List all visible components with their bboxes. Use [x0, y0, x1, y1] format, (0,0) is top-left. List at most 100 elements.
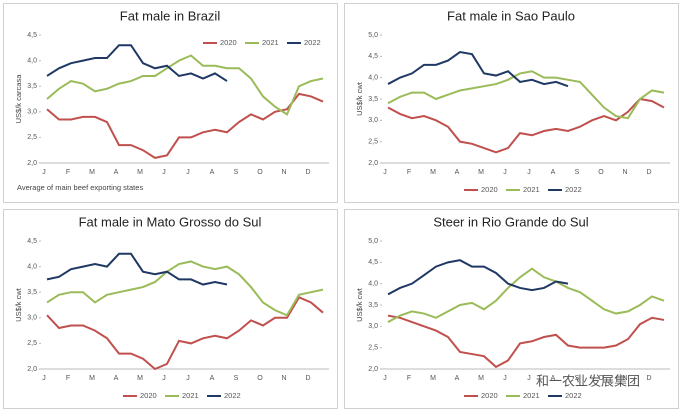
x-tick-label: A — [114, 375, 119, 382]
y-axis-label: US$/k cwt — [355, 287, 364, 322]
legend-label: 2020 — [140, 391, 157, 400]
legend-label: 2020 — [220, 38, 237, 47]
legend-label: 2021 — [182, 391, 199, 400]
y-tick-label: 2,0 — [27, 160, 37, 167]
y-tick-label: 4,0 — [368, 75, 378, 82]
y-axis-label: US$/k cwt — [355, 81, 364, 116]
line-series — [387, 259, 569, 296]
x-tick-label: A — [551, 375, 556, 382]
x-tick-label: J — [527, 375, 531, 382]
y-tick-label: 2,0 — [368, 160, 378, 167]
x-tick-label: M — [430, 169, 436, 176]
line-series — [387, 97, 665, 154]
legend-label: 2021 — [523, 391, 540, 400]
line-series — [46, 252, 228, 286]
y-tick-label: 3,5 — [368, 96, 378, 103]
x-tick-label: J — [527, 169, 531, 176]
legend-label: 2022 — [565, 185, 582, 194]
x-tick-label: F — [407, 375, 411, 382]
x-tick-label: J — [162, 169, 166, 176]
x-tick-label: J — [162, 375, 166, 382]
panel-border — [344, 3, 679, 203]
line-series — [46, 44, 228, 82]
y-axis-label: US$/k cwt — [14, 287, 23, 322]
panel: Steer in Rio Grande do Sul US$/k cwt 2,0 2,… — [344, 209, 679, 409]
y-tick-label: 3,0 — [27, 315, 37, 322]
line-series — [387, 51, 569, 88]
y-tick-label: 4,5 — [368, 259, 378, 266]
legend-label: 2021 — [523, 185, 540, 194]
x-tick-label: D — [305, 169, 310, 176]
line-series — [46, 296, 324, 371]
x-tick-label: A — [210, 169, 215, 176]
x-tick-label: S — [575, 169, 580, 176]
panel: Fat male in Sao Paulo US$/k cwt 2,0 2,5 3,0 3… — [344, 3, 679, 203]
x-tick-label: O — [257, 375, 263, 382]
x-tick-label: J — [186, 169, 190, 176]
x-tick-label: S — [234, 375, 239, 382]
panel-border — [3, 3, 338, 203]
chart-title: Fat male in Sao Paulo — [447, 8, 575, 23]
x-tick-label: J — [383, 169, 387, 176]
x-tick-label: O — [257, 169, 263, 176]
x-tick-label: N — [281, 375, 286, 382]
y-tick-label: 5,0 — [368, 238, 378, 245]
x-tick-label: M — [478, 375, 484, 382]
y-tick-label: 4,0 — [368, 281, 378, 288]
x-tick-label: N — [281, 169, 286, 176]
x-tick-label: M — [137, 375, 143, 382]
line-series — [46, 260, 324, 317]
y-tick-label: 2,5 — [368, 139, 378, 146]
line-series — [387, 267, 665, 323]
x-tick-label: J — [42, 169, 46, 176]
y-tick-label: 5,0 — [368, 32, 378, 39]
chart-title: Steer in Rio Grande do Sul — [433, 214, 588, 229]
y-tick-label: 4,5 — [368, 53, 378, 60]
line-series — [387, 70, 665, 120]
y-tick-label: 2,5 — [27, 340, 37, 347]
y-tick-label: 3,5 — [368, 302, 378, 309]
panel-border — [3, 209, 338, 409]
y-tick-label: 3,0 — [368, 117, 378, 124]
chart-title: Fat male in Mato Grosso do Sul — [79, 214, 262, 229]
legend-label: 2020 — [481, 185, 498, 194]
x-tick-label: M — [89, 375, 95, 382]
x-tick-label: S — [234, 169, 239, 176]
y-axis-label: US$/k carcasa — [14, 74, 23, 124]
x-tick-label: O — [598, 375, 604, 382]
x-tick-label: J — [383, 375, 387, 382]
y-tick-label: 4,0 — [27, 57, 37, 64]
panel: Fat male in Brazil US$/k carcasa 2,0 2,5 3,0… — [3, 3, 338, 203]
x-tick-label: J — [186, 375, 190, 382]
line-series — [387, 314, 665, 369]
line-series — [46, 54, 324, 116]
legend-label: 2020 — [481, 391, 498, 400]
x-tick-label: D — [646, 169, 651, 176]
legend-label: 2022 — [304, 38, 321, 47]
y-tick-label: 4,5 — [27, 32, 37, 39]
x-tick-label: J — [503, 375, 507, 382]
legend-label: 2022 — [565, 391, 582, 400]
x-tick-label: A — [455, 375, 460, 382]
y-tick-label: 3,5 — [27, 83, 37, 90]
x-tick-label: J — [42, 375, 46, 382]
y-tick-label: 2,0 — [27, 366, 37, 373]
x-tick-label: F — [66, 375, 70, 382]
y-tick-label: 2,5 — [368, 345, 378, 352]
x-tick-label: F — [66, 169, 70, 176]
y-tick-label: 2,5 — [27, 134, 37, 141]
x-tick-label: N — [622, 375, 627, 382]
y-tick-label: 3,0 — [368, 323, 378, 330]
x-tick-label: O — [598, 169, 604, 176]
legend-label: 2021 — [262, 38, 279, 47]
x-tick-label: N — [622, 169, 627, 176]
legend-label: 2022 — [224, 391, 241, 400]
x-tick-label: F — [407, 169, 411, 176]
watermark: 和一农业发展集团 — [536, 373, 640, 388]
y-tick-label: 4,5 — [27, 238, 37, 245]
y-tick-label: 3,0 — [27, 109, 37, 116]
x-tick-label: A — [551, 169, 556, 176]
x-tick-label: M — [89, 169, 95, 176]
x-tick-label: A — [114, 169, 119, 176]
